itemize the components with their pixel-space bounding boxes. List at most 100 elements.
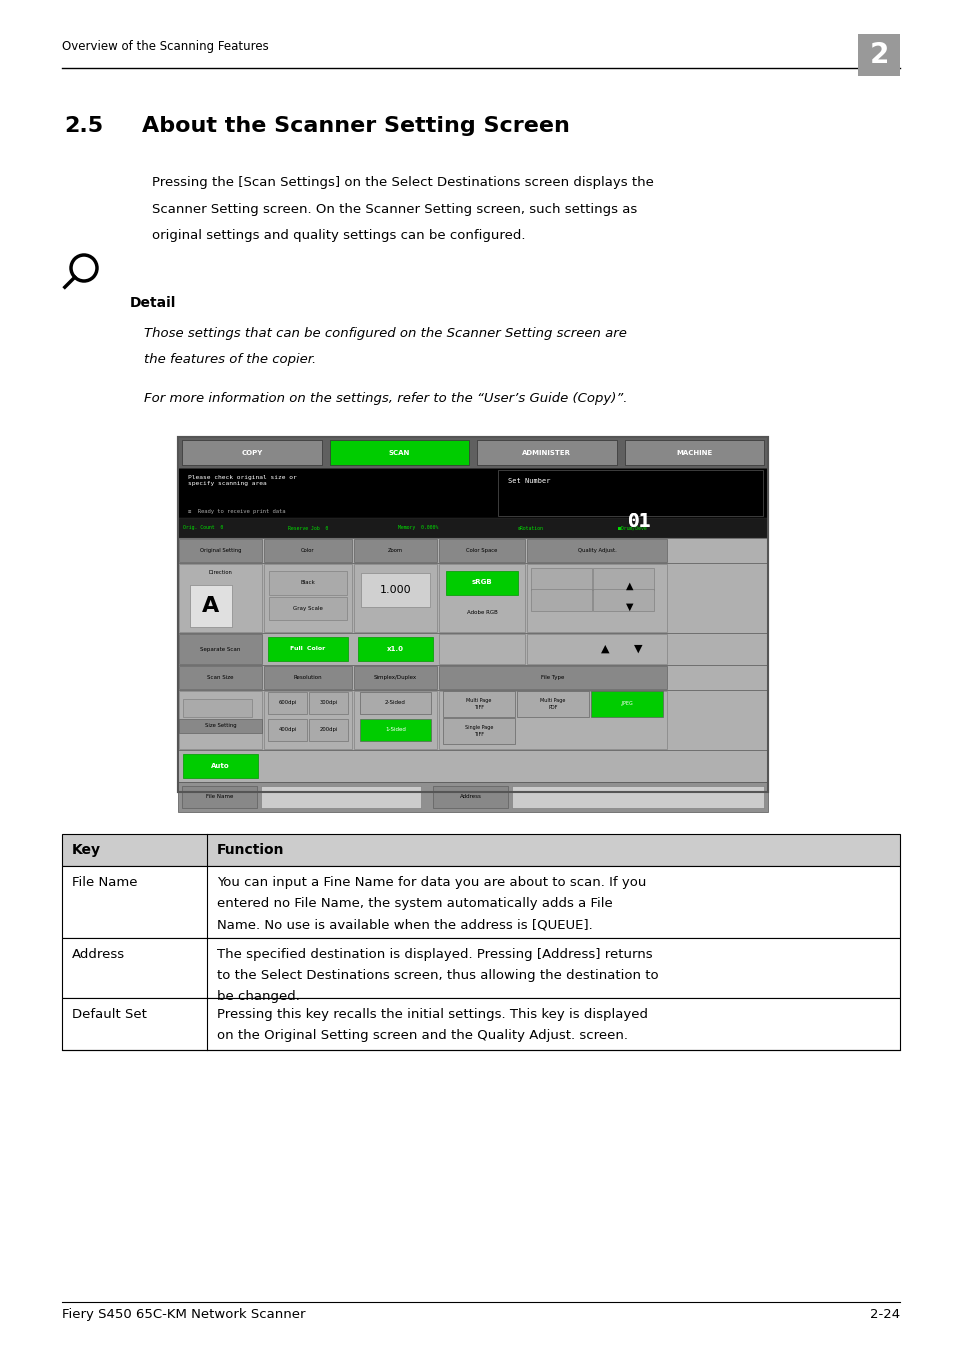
FancyBboxPatch shape [438, 691, 666, 749]
Text: 300dpi: 300dpi [319, 700, 337, 706]
Text: File Name: File Name [71, 876, 137, 890]
FancyBboxPatch shape [179, 634, 262, 664]
Text: Adobe RGB: Adobe RGB [466, 610, 497, 615]
FancyBboxPatch shape [359, 692, 431, 714]
FancyBboxPatch shape [354, 691, 436, 749]
Text: 01: 01 [627, 512, 651, 531]
Text: For more information on the settings, refer to the “User’s Guide (Copy)”.: For more information on the settings, re… [144, 392, 627, 406]
Text: Those settings that can be configured on the Scanner Setting screen are: Those settings that can be configured on… [144, 327, 626, 339]
FancyBboxPatch shape [178, 468, 767, 518]
Text: Color: Color [301, 548, 314, 553]
Text: Pressing this key recalls the initial settings. This key is displayed: Pressing this key recalls the initial se… [216, 1009, 647, 1021]
FancyBboxPatch shape [264, 691, 352, 749]
FancyBboxPatch shape [178, 781, 767, 813]
FancyBboxPatch shape [268, 719, 307, 741]
Text: .JPEG: .JPEG [620, 702, 633, 707]
Text: Set Number: Set Number [507, 479, 550, 484]
Text: to the Select Destinations screen, thus allowing the destination to: to the Select Destinations screen, thus … [216, 969, 658, 982]
Text: About the Scanner Setting Screen: About the Scanner Setting Screen [142, 116, 569, 137]
Text: Gray Scale: Gray Scale [293, 607, 323, 611]
FancyBboxPatch shape [268, 692, 307, 714]
Text: Color Space: Color Space [466, 548, 497, 553]
Text: entered no File Name, the system automatically adds a File: entered no File Name, the system automat… [216, 896, 612, 910]
Text: Direction: Direction [209, 571, 233, 575]
Text: on the Original Setting screen and the Quality Adjust. screen.: on the Original Setting screen and the Q… [216, 1029, 627, 1042]
Text: Full  Color: Full Color [290, 646, 325, 652]
Text: 2-Sided: 2-Sided [385, 700, 406, 706]
FancyBboxPatch shape [62, 867, 899, 938]
FancyBboxPatch shape [442, 691, 515, 717]
Text: File Name: File Name [206, 795, 233, 799]
Text: 2.5: 2.5 [64, 116, 103, 137]
Text: the features of the copier.: the features of the copier. [144, 353, 315, 366]
FancyBboxPatch shape [178, 538, 767, 792]
FancyBboxPatch shape [62, 998, 899, 1051]
Text: 1.000: 1.000 [379, 585, 411, 595]
Text: Simplex/Duplex: Simplex/Duplex [374, 675, 416, 680]
Text: Scan Size: Scan Size [207, 675, 233, 680]
Text: Original Setting: Original Setting [199, 548, 241, 553]
Text: 600dpi: 600dpi [278, 700, 296, 706]
FancyBboxPatch shape [433, 786, 507, 808]
FancyBboxPatch shape [354, 667, 436, 690]
FancyBboxPatch shape [526, 634, 666, 664]
FancyBboxPatch shape [179, 691, 262, 749]
Text: ≡  Ready to receive print data: ≡ Ready to receive print data [188, 508, 285, 514]
FancyBboxPatch shape [179, 719, 262, 733]
Text: 2-24: 2-24 [869, 1307, 899, 1321]
FancyBboxPatch shape [438, 539, 524, 562]
Text: Detail: Detail [130, 296, 176, 310]
FancyBboxPatch shape [590, 691, 662, 717]
FancyBboxPatch shape [261, 786, 420, 808]
Text: Separate Scan: Separate Scan [200, 646, 240, 652]
Text: Reserve Job  0: Reserve Job 0 [288, 526, 328, 530]
Text: You can input a Fine Name for data you are about to scan. If you: You can input a Fine Name for data you a… [216, 876, 646, 890]
Text: Zoom: Zoom [388, 548, 402, 553]
FancyBboxPatch shape [179, 564, 262, 631]
Text: Quality Adjust.: Quality Adjust. [577, 548, 616, 553]
Text: Multi Page
PDF: Multi Page PDF [539, 699, 565, 710]
FancyBboxPatch shape [438, 634, 524, 664]
Text: File Type: File Type [540, 675, 564, 680]
FancyBboxPatch shape [183, 754, 257, 777]
FancyBboxPatch shape [512, 786, 763, 808]
FancyBboxPatch shape [182, 439, 321, 465]
FancyBboxPatch shape [309, 692, 348, 714]
FancyBboxPatch shape [264, 564, 352, 631]
Text: ADMINISTER: ADMINISTER [521, 449, 571, 456]
FancyBboxPatch shape [179, 539, 262, 562]
Text: Auto: Auto [211, 763, 230, 769]
Text: Please check original size or
specify scanning area: Please check original size or specify sc… [188, 475, 296, 485]
FancyBboxPatch shape [359, 719, 431, 741]
Text: ▼: ▼ [633, 644, 641, 654]
FancyBboxPatch shape [268, 637, 348, 661]
Text: Pressing the [Scan Settings] on the Select Destinations screen displays the: Pressing the [Scan Settings] on the Sele… [152, 176, 653, 189]
FancyBboxPatch shape [442, 718, 515, 744]
FancyBboxPatch shape [62, 834, 899, 867]
FancyBboxPatch shape [593, 568, 654, 589]
Text: be changed.: be changed. [216, 990, 299, 1003]
Text: ▲: ▲ [625, 580, 633, 591]
FancyBboxPatch shape [178, 437, 767, 792]
FancyBboxPatch shape [182, 786, 256, 808]
FancyBboxPatch shape [178, 437, 767, 468]
Text: Orig. Count  0: Orig. Count 0 [183, 526, 223, 530]
Text: Key: Key [71, 844, 101, 857]
Text: SCAN: SCAN [388, 449, 410, 456]
Text: Function: Function [216, 844, 284, 857]
Text: ▲: ▲ [600, 644, 609, 654]
Text: Address: Address [71, 948, 125, 961]
Text: Name. No use is available when the address is [QUEUE].: Name. No use is available when the addre… [216, 918, 592, 932]
FancyBboxPatch shape [354, 539, 436, 562]
Text: The specified destination is displayed. Pressing [Address] returns: The specified destination is displayed. … [216, 948, 652, 961]
FancyBboxPatch shape [269, 572, 347, 595]
Text: Black: Black [300, 580, 315, 585]
FancyBboxPatch shape [526, 564, 666, 631]
Text: MACHINE: MACHINE [676, 449, 712, 456]
Text: 1-Sided: 1-Sided [385, 727, 406, 733]
Text: Address: Address [459, 795, 481, 799]
Text: 01: 01 [627, 512, 651, 531]
FancyBboxPatch shape [446, 571, 517, 595]
Text: 200dpi: 200dpi [319, 727, 337, 733]
FancyBboxPatch shape [438, 564, 524, 631]
